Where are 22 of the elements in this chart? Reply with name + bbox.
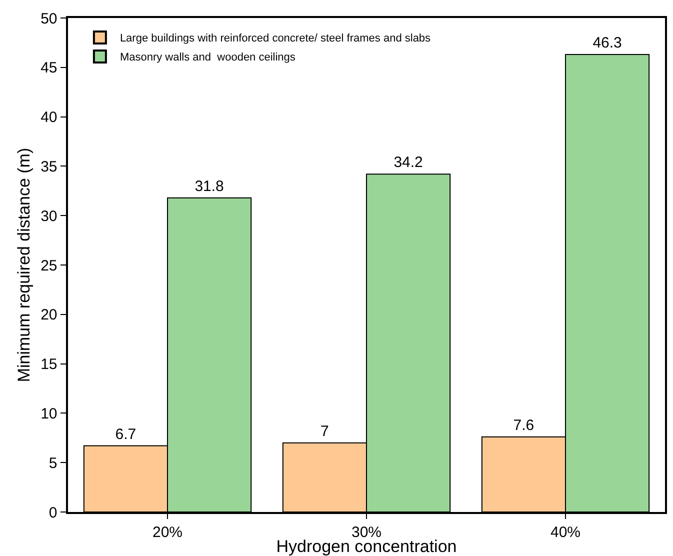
- data-label: 6.7: [115, 426, 136, 443]
- data-label: 7.6: [513, 416, 534, 434]
- data-label: 7: [320, 422, 329, 440]
- y-tick-label: 0: [48, 504, 58, 522]
- data-label: 34.2: [394, 154, 423, 172]
- legend-label: Large buildings with reinforced concrete/ steel frames and slabs: [120, 32, 432, 45]
- y-tick-label: 10: [40, 405, 58, 422]
- y-tick-label: 30: [40, 208, 58, 225]
- legend-label: Masonry walls and wooden ceilings: [120, 52, 296, 64]
- x-tick-label: 20%: [152, 524, 183, 541]
- y-tick-label: 50: [40, 10, 58, 28]
- y-tick-label: 20: [40, 306, 58, 324]
- y-tick-label: 5: [48, 454, 58, 472]
- data-label: 46.3: [592, 34, 622, 52]
- x-tick-label: 40%: [550, 524, 581, 541]
- y-tick-label: 35: [40, 158, 58, 176]
- data-label: 31.8: [194, 178, 224, 195]
- y-tick-label: 25: [40, 257, 58, 274]
- y-tick-label: 15: [40, 356, 58, 374]
- y-axis-title: Minimum required distance (m): [14, 148, 34, 382]
- y-tick-label: 40: [40, 109, 58, 126]
- y-tick-label: 45: [40, 60, 58, 77]
